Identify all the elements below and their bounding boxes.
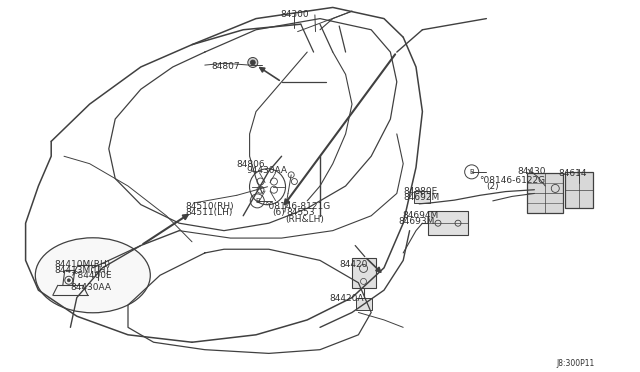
Bar xyxy=(415,191,431,203)
Text: 84693M: 84693M xyxy=(399,217,435,226)
Text: 84880E: 84880E xyxy=(403,187,438,196)
Text: 84420: 84420 xyxy=(339,260,367,269)
Text: 84510(RH): 84510(RH) xyxy=(186,202,234,211)
Bar xyxy=(428,211,468,235)
Circle shape xyxy=(248,58,258,67)
Text: 84430: 84430 xyxy=(517,167,546,176)
Bar xyxy=(351,259,376,288)
Circle shape xyxy=(250,60,255,65)
Text: 84430AA: 84430AA xyxy=(70,283,111,292)
Text: 84413M(LH): 84413M(LH) xyxy=(54,266,109,275)
Text: 84410M(RH): 84410M(RH) xyxy=(54,260,111,269)
Text: 84692M: 84692M xyxy=(403,193,440,202)
Text: °08146-8121G: °08146-8121G xyxy=(264,202,331,211)
Text: J8:300P11: J8:300P11 xyxy=(557,359,595,368)
Text: 84511(LH): 84511(LH) xyxy=(186,208,233,217)
Text: 84807: 84807 xyxy=(211,62,240,71)
Circle shape xyxy=(67,279,70,282)
Text: 84806: 84806 xyxy=(237,160,266,169)
Text: °84400E: °84400E xyxy=(74,271,112,280)
Bar xyxy=(356,298,371,310)
Text: 84614: 84614 xyxy=(558,169,587,178)
Text: 94430AA: 94430AA xyxy=(246,166,287,175)
Text: B: B xyxy=(469,169,474,175)
Text: 84694M: 84694M xyxy=(402,211,438,220)
Text: B: B xyxy=(255,198,260,204)
Text: 84420A: 84420A xyxy=(330,294,364,303)
Text: (RH&LH): (RH&LH) xyxy=(285,215,324,224)
Text: 84300: 84300 xyxy=(280,10,308,19)
Text: (2): (2) xyxy=(486,182,499,191)
Text: °08146-6122G: °08146-6122G xyxy=(479,176,545,185)
Bar xyxy=(565,172,593,208)
Text: 84553: 84553 xyxy=(287,208,316,217)
Ellipse shape xyxy=(35,238,150,313)
Bar xyxy=(527,173,563,214)
Text: (6): (6) xyxy=(272,208,285,217)
